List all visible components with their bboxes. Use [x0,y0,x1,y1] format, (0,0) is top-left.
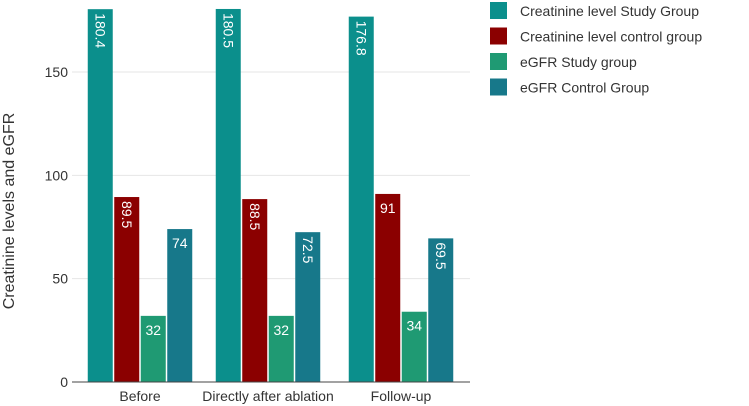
data-label: 89.5 [119,201,135,228]
data-label: 176.8 [353,21,369,56]
data-label: 69.5 [433,242,449,269]
legend-label: Creatinine level Study Group [520,3,699,19]
bar [114,197,140,382]
x-tick-label: Follow-up [371,388,432,404]
data-label: 32 [145,322,161,338]
data-label: 91 [380,200,396,216]
bar [242,199,268,382]
bar [215,8,241,382]
y-tick-label: 0 [60,374,68,390]
data-label: 180.4 [92,13,108,48]
bar [268,315,294,382]
legend-label: Creatinine level control group [520,29,702,45]
legend-label: eGFR Study group [520,54,637,70]
x-axis: Before Directly after ablation Follow-up [72,381,470,404]
data-label: 32 [273,322,289,338]
legend-swatch [490,27,507,45]
legend-swatch [490,78,507,96]
data-label: 88.5 [247,203,263,230]
x-tick-label: Directly after ablation [202,388,334,404]
bar [167,229,193,382]
bar [401,311,427,382]
legend: Creatinine level Study Group Creatinine l… [490,2,702,96]
bar [428,238,454,382]
y-axis-title: Creatinine levels and eGFR [1,113,18,310]
bar [375,193,401,382]
bar [295,232,321,382]
y-tick-label: 100 [45,167,69,183]
data-label: 180.5 [220,13,236,48]
data-label: 72.5 [300,236,316,263]
x-tick-label: Before [119,388,160,404]
bars [87,8,454,382]
bar [140,315,166,382]
data-label: 34 [406,318,422,334]
data-labels: 180.4 180.5 176.8 89.5 88.5 91 32 32 34 74 72.5 69.… [92,13,449,338]
legend-swatch [490,53,507,70]
bar [348,16,374,382]
legend-label: eGFR Control Group [520,80,649,96]
legend-swatch [490,2,507,19]
y-tick-label: 150 [45,64,69,80]
y-axis: 0 50 100 150 [45,64,69,390]
data-label: 74 [172,235,188,251]
y-tick-label: 50 [52,271,68,287]
bar [87,9,113,382]
